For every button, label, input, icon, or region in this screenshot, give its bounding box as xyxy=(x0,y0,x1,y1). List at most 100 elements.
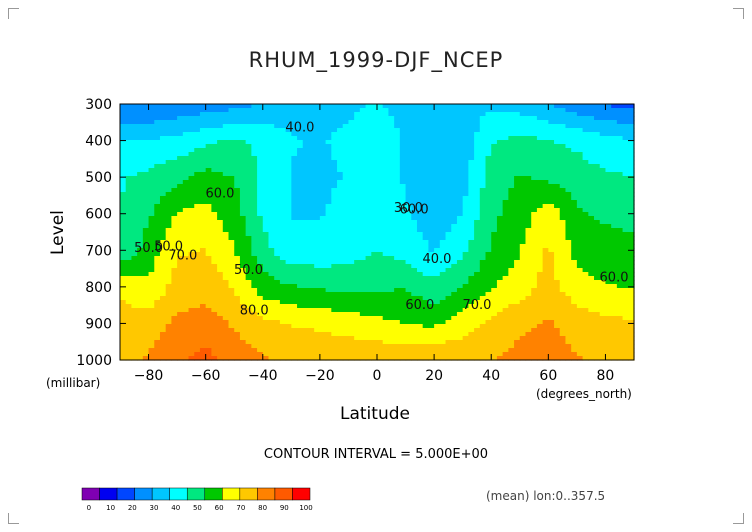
heatmap-cell xyxy=(148,252,155,257)
heatmap-cell xyxy=(297,200,304,205)
heatmap-cell xyxy=(388,288,395,293)
heatmap-cell xyxy=(285,300,292,305)
heatmap-cell xyxy=(616,112,624,117)
heatmap-cell xyxy=(428,220,435,225)
heatmap-cell xyxy=(382,152,390,157)
heatmap-cell xyxy=(491,152,498,157)
heatmap-cell xyxy=(565,256,572,261)
heatmap-cell xyxy=(137,304,144,309)
heatmap-cell xyxy=(365,308,372,313)
heatmap-cell xyxy=(548,136,555,141)
heatmap-cell xyxy=(331,296,338,301)
heatmap-cell xyxy=(354,324,361,329)
heatmap-cell xyxy=(519,308,527,313)
heatmap-cell xyxy=(582,108,589,113)
heatmap-cell xyxy=(525,208,532,213)
heatmap-cell xyxy=(377,216,384,221)
heatmap-cell xyxy=(416,280,424,285)
heatmap-cell xyxy=(222,128,230,133)
heatmap-cell xyxy=(228,196,235,201)
heatmap-cell xyxy=(222,196,230,201)
heatmap-cell xyxy=(348,308,355,313)
heatmap-cell xyxy=(342,236,350,241)
heatmap-cell xyxy=(508,148,515,153)
heatmap-cell xyxy=(228,200,235,205)
heatmap-cell xyxy=(416,108,424,113)
heatmap-cell xyxy=(245,204,252,209)
heatmap-cell xyxy=(565,120,572,125)
heatmap-cell xyxy=(148,180,155,185)
heatmap-cell xyxy=(314,188,321,193)
heatmap-cell xyxy=(234,104,241,109)
heatmap-cell xyxy=(514,120,521,125)
heatmap-cell xyxy=(616,152,624,157)
heatmap-cell xyxy=(291,324,298,329)
heatmap-cell xyxy=(297,276,304,281)
heatmap-cell xyxy=(319,208,327,213)
heatmap-cell xyxy=(599,248,607,253)
heatmap-cell xyxy=(251,232,258,237)
heatmap-cell xyxy=(622,284,629,289)
heatmap-cell xyxy=(394,212,401,217)
heatmap-cell xyxy=(479,292,487,297)
heatmap-cell xyxy=(622,276,629,281)
heatmap-cell xyxy=(251,280,258,285)
heatmap-cell xyxy=(371,112,378,117)
heatmap-cell xyxy=(285,116,292,121)
heatmap-cell xyxy=(411,156,418,161)
heatmap-cell xyxy=(171,296,178,301)
heatmap-cell xyxy=(451,260,458,265)
heatmap-cell xyxy=(354,272,361,277)
heatmap-cell xyxy=(542,196,549,201)
heatmap-cell xyxy=(279,164,287,169)
heatmap-cell xyxy=(354,228,361,233)
heatmap-cell xyxy=(217,116,224,121)
heatmap-cell xyxy=(628,188,635,193)
heatmap-cell xyxy=(548,312,555,317)
heatmap-cell xyxy=(159,224,167,229)
heatmap-cell xyxy=(188,132,195,137)
heatmap-cell xyxy=(628,300,635,305)
heatmap-cell xyxy=(405,272,412,277)
heatmap-cell xyxy=(622,244,629,249)
heatmap-cell xyxy=(394,232,401,237)
heatmap-cell xyxy=(159,140,167,145)
heatmap-cell xyxy=(285,188,292,193)
heatmap-cell xyxy=(394,300,401,305)
heatmap-cell xyxy=(519,272,527,277)
heatmap-cell xyxy=(428,136,435,141)
heatmap-cell xyxy=(582,188,589,193)
heatmap-cell xyxy=(456,140,464,145)
heatmap-cell xyxy=(142,280,150,285)
heatmap-cell xyxy=(508,164,515,169)
heatmap-cell xyxy=(411,196,418,201)
heatmap-cell xyxy=(251,316,258,321)
heatmap-cell xyxy=(159,236,167,241)
heatmap-cell xyxy=(325,152,332,157)
heatmap-cell xyxy=(222,180,230,185)
heatmap-cell xyxy=(377,236,384,241)
heatmap-cell xyxy=(154,208,161,213)
heatmap-cell xyxy=(228,312,235,317)
heatmap-cell xyxy=(548,316,555,321)
heatmap-cell xyxy=(308,292,315,297)
heatmap-cell xyxy=(628,312,635,317)
heatmap-cell xyxy=(154,200,161,205)
heatmap-cell xyxy=(594,228,601,233)
heatmap-cell xyxy=(451,248,458,253)
heatmap-cell xyxy=(571,268,578,273)
heatmap-cell xyxy=(416,252,424,257)
heatmap-cell xyxy=(348,128,355,133)
heatmap-cell xyxy=(348,280,355,285)
heatmap-cell xyxy=(571,120,578,125)
heatmap-cell xyxy=(337,168,344,173)
heatmap-cell xyxy=(451,196,458,201)
heatmap-cell xyxy=(257,200,264,205)
heatmap-cell xyxy=(622,152,629,157)
heatmap-cell xyxy=(205,176,212,181)
heatmap-cell xyxy=(439,152,447,157)
heatmap-cell xyxy=(154,260,161,265)
heatmap-cell xyxy=(199,288,207,293)
heatmap-cell xyxy=(159,216,167,221)
heatmap-cell xyxy=(165,116,172,121)
